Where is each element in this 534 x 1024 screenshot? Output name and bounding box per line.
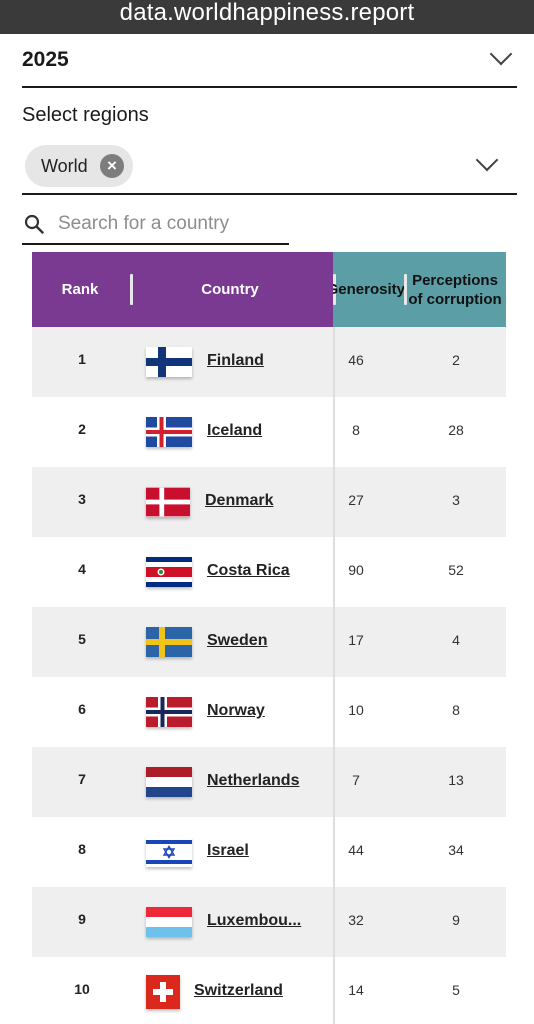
generosity-cell: 14 [348, 982, 364, 998]
generosity-cell: 10 [348, 702, 364, 718]
corruption-cell: 8 [452, 702, 460, 718]
rank-cell: 2 [78, 421, 86, 437]
year-value: 2025 [22, 48, 69, 71]
search-input[interactable] [58, 209, 286, 239]
generosity-cell: 8 [352, 422, 360, 438]
flag-denmark-icon [146, 487, 190, 517]
flag-israel-icon [146, 837, 192, 867]
flag-sweden-icon [146, 627, 192, 657]
table-row[interactable]: 5 Sweden 17 4 [32, 607, 506, 677]
table-row[interactable]: 10 Switzerland 14 5 [32, 957, 506, 1024]
table-row[interactable]: 4 Costa Rica 90 52 [32, 537, 506, 607]
country-link[interactable]: Luxembou... [207, 912, 302, 929]
corruption-cell: 9 [452, 912, 460, 928]
generosity-cell: 32 [348, 912, 364, 928]
table-row[interactable]: 1 Finland 46 2 [32, 327, 506, 397]
regions-label: Select regions [22, 104, 149, 126]
rank-cell: 9 [78, 911, 86, 927]
flag-norway-icon [146, 697, 192, 727]
corruption-cell: 28 [448, 422, 464, 438]
generosity-cell: 17 [348, 632, 364, 648]
generosity-cell: 44 [348, 842, 364, 858]
generosity-cell: 46 [348, 352, 364, 368]
table-row[interactable]: 9 Luxembou... 32 9 [32, 887, 506, 957]
corruption-cell: 3 [452, 492, 460, 508]
region-multiselect[interactable]: World × [22, 138, 517, 195]
region-chip-world[interactable]: World × [25, 145, 133, 187]
flag-iceland-icon [146, 417, 192, 447]
generosity-cell: 27 [348, 492, 364, 508]
address-bar[interactable]: data.worldhappiness.report [0, 0, 534, 34]
search-icon [24, 214, 44, 234]
url-text: data.worldhappiness.report [119, 0, 415, 26]
rank-cell: 4 [78, 561, 86, 577]
rankings-table: Rank Country Generosity Perceptions of c… [32, 252, 506, 1024]
flag-luxembourg-icon [146, 907, 192, 937]
table-header: Rank Country Generosity Perceptions of c… [32, 252, 506, 327]
corruption-cell: 5 [452, 982, 460, 998]
remove-chip-icon[interactable]: × [100, 154, 124, 178]
year-dropdown[interactable]: 2025 [22, 36, 517, 88]
table-row[interactable]: 8 Israel 44 34 [32, 817, 506, 887]
header-corruption[interactable]: Perceptions of corruption [408, 272, 502, 308]
corruption-cell: 52 [448, 562, 464, 578]
country-link[interactable]: Netherlands [207, 772, 300, 789]
rank-cell: 8 [78, 841, 86, 857]
chevron-down-icon[interactable] [475, 148, 499, 172]
column-resize-handle[interactable] [404, 274, 407, 305]
rank-cell: 7 [78, 771, 86, 787]
generosity-cell: 7 [352, 772, 360, 788]
table-row[interactable]: 2 Iceland 8 28 [32, 397, 506, 467]
header-country[interactable]: Country [201, 281, 259, 298]
flag-switzerland-icon [146, 975, 180, 1009]
rank-cell: 5 [78, 631, 86, 647]
header-main-bg [32, 252, 333, 327]
frozen-column-divider [333, 327, 335, 1024]
flag-costa-rica-icon [146, 557, 192, 587]
column-resize-handle[interactable] [130, 274, 133, 305]
country-link[interactable]: Costa Rica [207, 562, 290, 579]
rank-cell: 6 [78, 701, 86, 717]
corruption-cell: 13 [448, 772, 464, 788]
flag-finland-icon [146, 347, 192, 377]
rank-cell: 10 [74, 981, 90, 997]
country-link[interactable]: Switzerland [194, 982, 283, 999]
corruption-cell: 34 [448, 842, 464, 858]
region-chip-label: World [41, 156, 88, 176]
flag-netherlands-icon [146, 767, 192, 797]
chevron-down-icon [489, 42, 513, 66]
country-link[interactable]: Norway [207, 702, 265, 719]
table-row[interactable]: 6 Norway 10 8 [32, 677, 506, 747]
country-link[interactable]: Denmark [205, 492, 274, 509]
rank-cell: 1 [78, 351, 86, 367]
header-generosity[interactable]: Generosity [333, 281, 405, 298]
country-link[interactable]: Iceland [207, 422, 263, 439]
column-resize-handle[interactable] [333, 274, 336, 305]
generosity-cell: 90 [348, 562, 364, 578]
corruption-cell: 2 [452, 352, 460, 368]
table-row[interactable]: 7 Netherlands 7 13 [32, 747, 506, 817]
header-rank[interactable]: Rank [61, 281, 99, 298]
corruption-cell: 4 [452, 632, 460, 648]
country-link[interactable]: Israel [207, 842, 249, 859]
rank-cell: 3 [78, 491, 86, 507]
country-link[interactable]: Sweden [207, 632, 268, 649]
country-link[interactable]: Finland [207, 352, 264, 369]
search-box [22, 205, 289, 245]
header-secondary-bg [333, 252, 506, 327]
table-row[interactable]: 3 Denmark 27 3 [32, 467, 506, 537]
